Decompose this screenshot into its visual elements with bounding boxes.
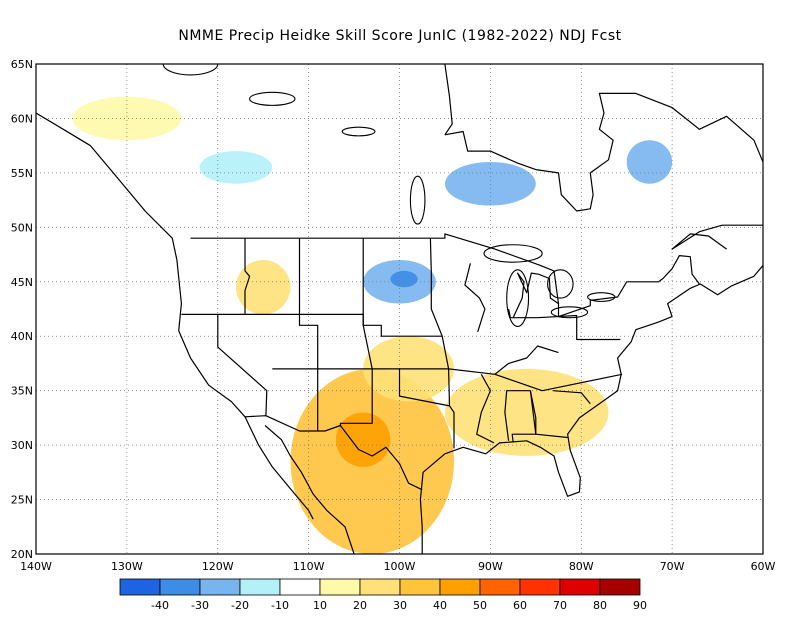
boundary-line [508, 308, 621, 341]
boundary-line [512, 272, 559, 318]
latitude-label: 40N [11, 330, 33, 343]
colorbar-label: -30 [191, 599, 209, 612]
lake-outline [341, 126, 376, 137]
map-frame [35, 63, 764, 555]
colorbar-swatch [159, 578, 201, 596]
colorbar-swatch [399, 578, 441, 596]
colorbar-swatch [199, 578, 241, 596]
longitude-label: 140W [20, 560, 52, 573]
colorbar-label: 90 [633, 599, 647, 612]
map-area [36, 64, 763, 554]
skill-region-4 [235, 260, 291, 315]
boundary-line [494, 345, 559, 375]
longitude-label: 130W [111, 560, 143, 573]
colorbar-swatch [119, 578, 161, 596]
coastlines [36, 64, 763, 554]
boundary-line [36, 112, 314, 520]
colorbar-swatch [359, 578, 401, 596]
longitude-label: 100W [384, 560, 416, 573]
boundary-line [264, 425, 355, 554]
colorbar-swatch [439, 578, 481, 596]
latitude-label: 45N [11, 276, 33, 289]
colorbar-label: 20 [353, 599, 367, 612]
colorbar-swatch [279, 578, 321, 596]
boundary-line [529, 390, 568, 439]
boundary-line [476, 374, 495, 444]
colorbar-swatch [519, 578, 561, 596]
lake-outline [587, 292, 616, 302]
latitude-label: 60N [11, 112, 33, 125]
boundary-line [298, 238, 319, 431]
colorbar-label: 50 [473, 599, 487, 612]
longitude-label: 120W [202, 560, 234, 573]
latitude-label: 35N [11, 385, 33, 398]
latitude-label: 30N [11, 439, 33, 452]
colorbar: -40 -30 -20 -10 10 20 30 40 50 60 70 80 90 [119, 578, 647, 612]
colorbar-label: 60 [513, 599, 527, 612]
longitude-label: 60W [751, 560, 776, 573]
skill-shading [72, 96, 673, 554]
chart-title: NMME Precip Heidke Skill Score JunIC (19… [178, 28, 622, 44]
latitude-label: 65N [11, 58, 33, 71]
colorbar-swatch [239, 578, 281, 596]
colorbar-swatch [559, 578, 601, 596]
lake-outline [483, 244, 543, 263]
colorbar-swatch [599, 578, 641, 596]
longitude-labels: 140W 130W 120W 110W 100W 90W 80W 70W 60W [20, 560, 775, 573]
boundary-line [419, 265, 763, 554]
lake-outline [249, 91, 296, 106]
lake-outline [506, 269, 530, 327]
lake-outline [409, 175, 426, 225]
boundary-line [671, 224, 763, 250]
colorbar-label: -40 [151, 599, 169, 612]
boundary-line [444, 64, 453, 136]
longitude-label: 80W [569, 560, 594, 573]
latitude-label: 50N [11, 221, 33, 234]
skill-region-9 [199, 151, 273, 184]
latitude-labels: 65N 60N 55N 50N 45N 40N 35N 30N 25N 20N [11, 58, 33, 561]
skill-region-7 [444, 162, 536, 206]
skill-region-1 [335, 412, 391, 467]
boundary-line [217, 314, 268, 416]
colorbar-label: 70 [553, 599, 567, 612]
skill-region-8 [626, 140, 673, 184]
colorbar-label: 30 [393, 599, 407, 612]
boundary-line [190, 233, 700, 318]
colorbar-label: 80 [593, 599, 607, 612]
boundary-line [244, 415, 423, 491]
colorbar-swatch [319, 578, 361, 596]
colorbar-label: -10 [271, 599, 289, 612]
lake-outline [550, 306, 589, 319]
longitude-label: 70W [660, 560, 685, 573]
latitude-label: 25N [11, 494, 33, 507]
latitude-label: 55N [11, 167, 33, 180]
lake-outline [547, 269, 574, 299]
skill-region-10 [72, 96, 182, 141]
latitude-label: 20N [11, 548, 33, 561]
colorbar-label: 40 [433, 599, 447, 612]
longitude-label: 110W [293, 560, 325, 573]
colorbar-label: -20 [231, 599, 249, 612]
boundary-line [444, 92, 763, 212]
colorbar-swatch [479, 578, 521, 596]
boundary-line [464, 263, 486, 333]
boundary-line [244, 238, 251, 315]
boundary-line [553, 390, 591, 405]
longitude-label: 90W [478, 560, 503, 573]
colorbar-label: 10 [313, 599, 327, 612]
skill-region-6 [390, 270, 418, 288]
boundary-line [429, 238, 451, 406]
lake-outline [162, 64, 219, 76]
